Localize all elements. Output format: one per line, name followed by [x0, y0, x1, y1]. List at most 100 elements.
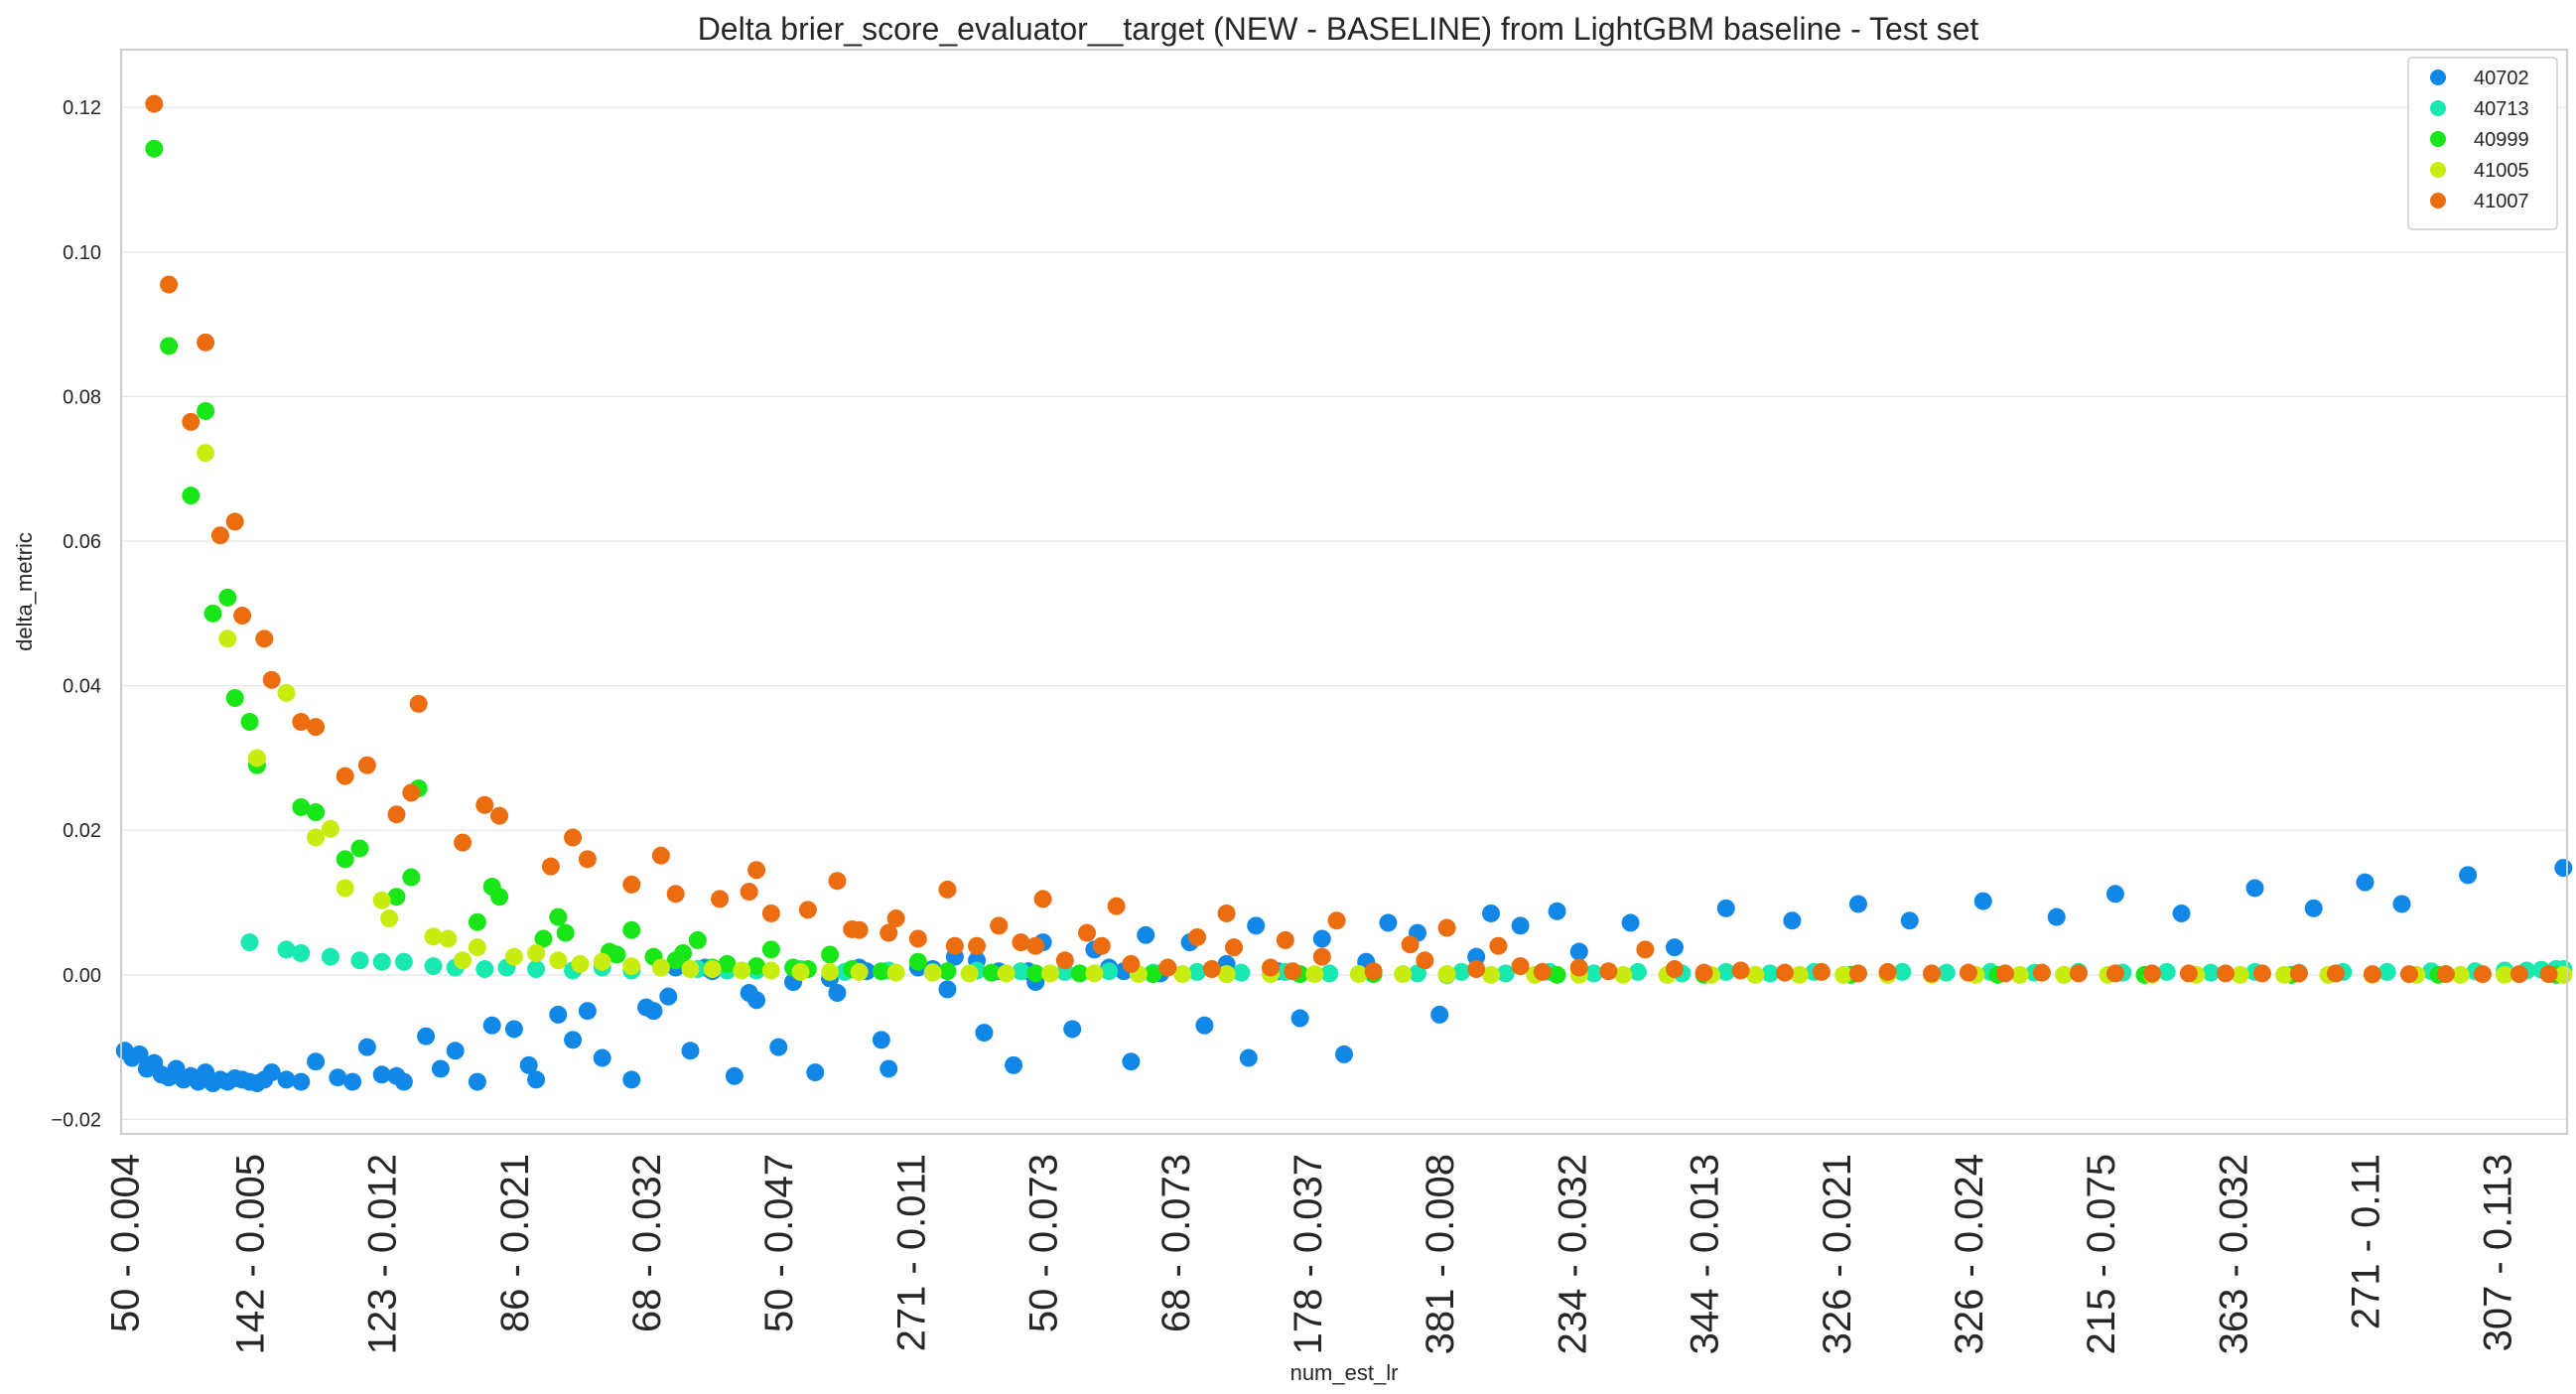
data-point	[1496, 964, 1515, 983]
data-point	[336, 767, 354, 785]
data-point	[1122, 1052, 1141, 1071]
data-point	[454, 833, 473, 852]
data-point	[2216, 964, 2235, 983]
data-point	[945, 936, 964, 955]
data-point	[372, 891, 391, 909]
data-point	[504, 947, 523, 966]
data-point	[798, 901, 817, 919]
data-point	[1188, 927, 1207, 946]
x-tick-label: 326 - 0.021	[1816, 1154, 1859, 1354]
x-tick-label: 326 - 0.024	[1948, 1154, 1991, 1354]
data-point	[1158, 958, 1177, 977]
data-point	[1078, 923, 1097, 942]
y-axis-label: delta_metric	[12, 532, 37, 651]
data-point	[439, 929, 458, 948]
data-point	[490, 806, 509, 825]
data-point	[527, 944, 546, 962]
data-point	[1202, 960, 1221, 979]
data-point	[1783, 911, 1802, 930]
y-tick-label: 0.06	[63, 531, 101, 553]
data-point	[2363, 965, 2381, 984]
legend-entry: 40999	[2474, 129, 2529, 151]
data-point	[1364, 962, 1383, 981]
data-point	[372, 1065, 391, 1084]
x-tick-label: 271 - 0.11	[2345, 1154, 2388, 1329]
data-point	[1217, 904, 1236, 922]
data-point	[380, 909, 399, 928]
x-tick-label: 234 - 0.032	[1551, 1154, 1594, 1354]
data-point	[1569, 942, 1588, 961]
data-point	[1533, 962, 1552, 981]
data-point	[504, 1020, 523, 1039]
data-point	[182, 412, 201, 431]
legend-entry: 41005	[2474, 160, 2529, 182]
data-points	[115, 94, 2573, 1093]
data-point	[1239, 1048, 1258, 1067]
data-point	[747, 861, 766, 880]
x-tick-label: 215 - 0.075	[2080, 1154, 2123, 1354]
data-point	[2451, 965, 2470, 984]
data-point	[1012, 933, 1030, 952]
data-point	[886, 909, 905, 928]
data-point	[160, 337, 179, 355]
data-point	[1665, 960, 1684, 979]
data-point	[1137, 925, 1155, 944]
data-point	[1848, 964, 1867, 983]
data-point	[454, 951, 473, 970]
data-point	[2356, 873, 2374, 892]
data-point	[1284, 962, 1302, 981]
data-point	[718, 954, 737, 973]
data-point	[549, 1005, 568, 1024]
data-point	[571, 954, 590, 973]
data-point	[2032, 963, 2051, 982]
data-point	[1628, 962, 1647, 981]
data-point	[821, 962, 840, 981]
data-point	[1122, 954, 1141, 973]
data-point	[1731, 961, 1750, 980]
data-point	[880, 1059, 898, 1078]
data-point	[821, 945, 840, 964]
data-point	[2202, 963, 2221, 982]
data-point	[681, 960, 700, 979]
x-tick-label: 50 - 0.073	[1022, 1154, 1066, 1332]
data-point	[761, 904, 780, 922]
data-point	[1893, 962, 1912, 981]
chart-title: Delta brier_score_evaluator__target (NEW…	[698, 11, 1979, 47]
legend-marker	[2430, 193, 2446, 209]
data-point	[886, 963, 905, 982]
legend-entry: 40713	[2474, 98, 2529, 120]
data-point	[145, 94, 164, 113]
x-tick-label: 307 - 0.113	[2477, 1154, 2520, 1351]
data-point	[1716, 962, 1735, 981]
data-point	[277, 940, 296, 959]
data-point	[2399, 965, 2418, 984]
legend-marker	[2430, 100, 2446, 116]
data-point	[982, 963, 1001, 982]
data-point	[1775, 963, 1794, 982]
data-point	[387, 805, 406, 824]
data-point	[1092, 936, 1111, 955]
x-tick-label: 50 - 0.047	[757, 1154, 801, 1332]
grid-lines	[121, 106, 2567, 1121]
x-tick-label: 271 - 0.011	[889, 1154, 933, 1351]
data-point	[2304, 899, 2323, 917]
data-point	[1070, 964, 1089, 983]
data-point	[1452, 962, 1471, 981]
data-point	[402, 783, 421, 802]
data-point	[908, 952, 927, 971]
y-tick-label: −0.02	[51, 1109, 101, 1131]
data-point	[1312, 929, 1331, 948]
data-point	[1437, 965, 1456, 984]
data-point	[578, 850, 597, 869]
data-point	[2172, 904, 2191, 922]
data-point	[519, 1055, 538, 1074]
x-tick-label: 123 - 0.012	[361, 1154, 405, 1354]
legend-marker	[2430, 70, 2446, 85]
data-point	[2377, 962, 2396, 981]
data-point	[828, 872, 847, 891]
data-point	[1173, 965, 1192, 984]
data-point	[1401, 935, 1420, 954]
data-point	[394, 1072, 413, 1091]
data-point	[482, 1016, 501, 1035]
